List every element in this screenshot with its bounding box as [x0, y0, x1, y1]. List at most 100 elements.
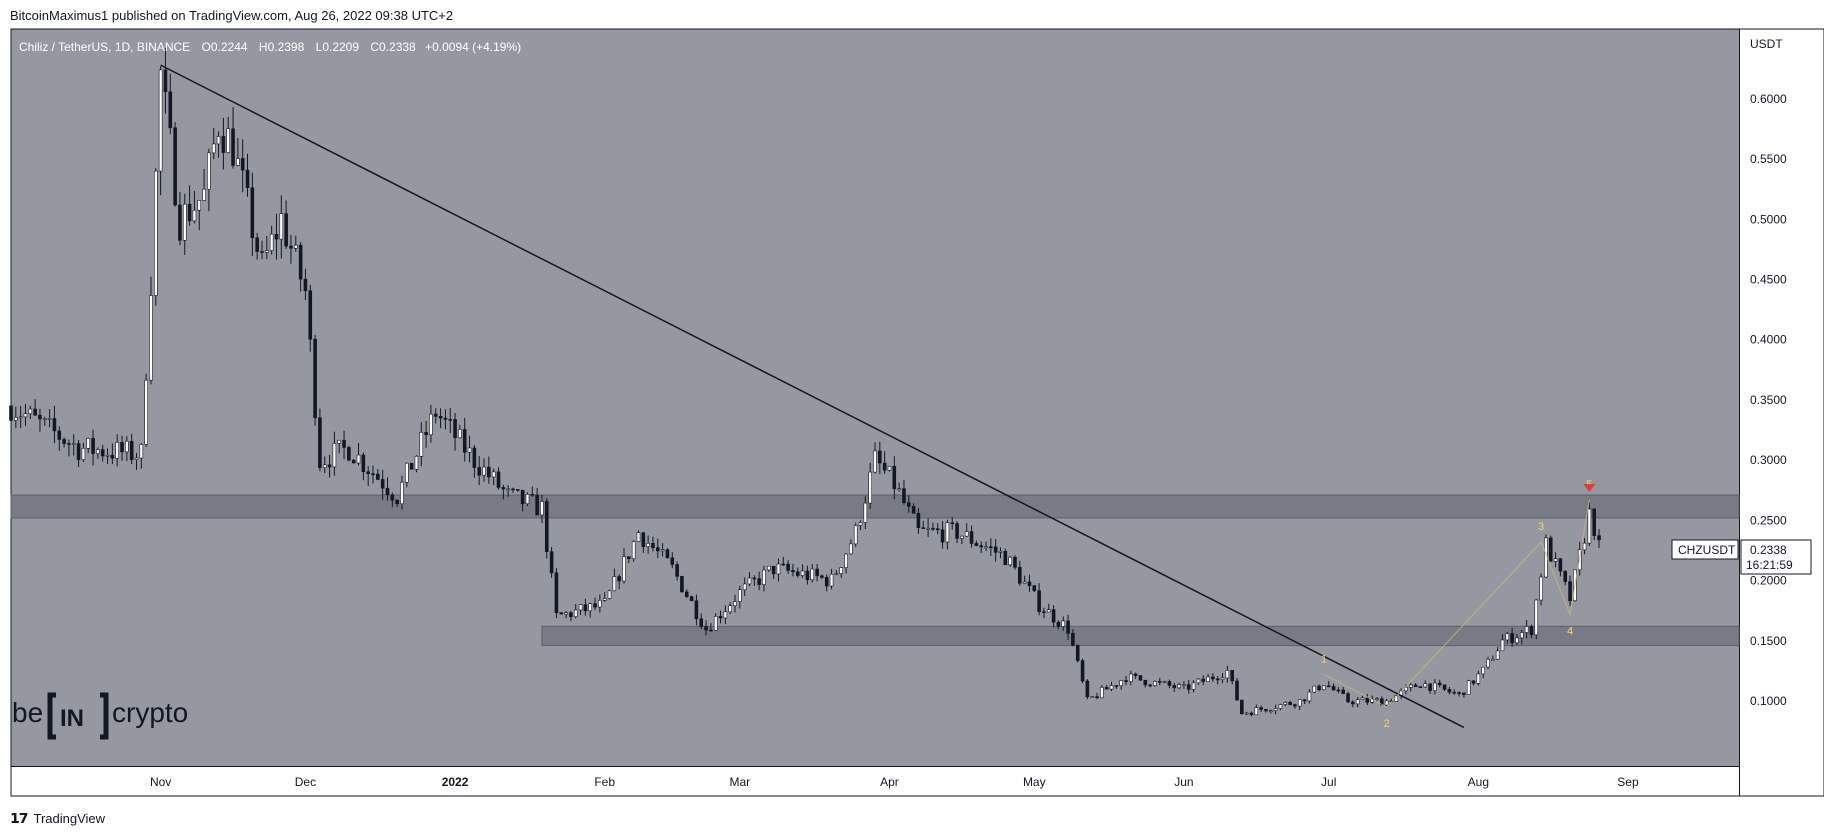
candle-body [361, 454, 366, 473]
candle-body [742, 583, 747, 591]
descending-trendline[interactable] [160, 64, 1465, 729]
candle-body [858, 522, 863, 526]
candle-body [1515, 637, 1519, 644]
candle-body [202, 188, 206, 201]
candle-body [1495, 650, 1500, 660]
candle-body [1418, 686, 1423, 688]
candle-body [385, 487, 390, 496]
x-tick-label: Jul [1321, 775, 1336, 789]
candle-body [1317, 685, 1321, 690]
candle-body [660, 549, 665, 552]
candle-body [1138, 675, 1143, 681]
candle-body [810, 568, 815, 581]
candle-body [33, 408, 37, 416]
candle-body [501, 487, 506, 490]
candle-body [1360, 697, 1365, 701]
price-tag-box [1740, 539, 1812, 575]
candle-body [1008, 556, 1012, 566]
candle-body [1225, 670, 1230, 679]
candle-body [612, 576, 617, 592]
candle-body [1408, 684, 1413, 688]
x-axis-strip [11, 766, 1739, 796]
candle-body [868, 471, 872, 504]
candle-body [269, 233, 274, 251]
plot-area[interactable]: 12345 [9, 28, 1824, 797]
legend-l-label: L [316, 40, 323, 54]
x-axis[interactable]: Nov Dec 2022 Feb Mar Apr May Jun Jul Aug Sep [150, 775, 1639, 789]
candle-body [462, 429, 467, 453]
candle-body [86, 438, 91, 449]
candle-body [887, 465, 892, 471]
candle-body [1273, 708, 1278, 711]
candle-body [1457, 692, 1461, 694]
candle-body [178, 204, 182, 241]
candle-body [752, 577, 757, 580]
candle-body [1346, 693, 1350, 703]
candle-body [260, 251, 264, 253]
candle-body [1384, 700, 1389, 706]
tradingview-brand[interactable]: 𝟭𝟳 TradingView [10, 810, 105, 827]
candle-body [641, 532, 646, 547]
candle-body [993, 546, 998, 553]
wave-count-path[interactable] [1323, 499, 1590, 708]
candle-body [1100, 687, 1104, 699]
candle-body [1558, 558, 1563, 572]
candle-body [1018, 566, 1022, 584]
x-tick-label: Nov [150, 775, 171, 789]
candle-body [1240, 699, 1244, 714]
candle-body [96, 449, 100, 454]
candle-body [71, 443, 76, 445]
wave-label-3: 3 [1538, 521, 1544, 533]
candle-body [699, 618, 704, 627]
candle-body [878, 450, 882, 464]
x-tick-label: Mar [730, 775, 751, 789]
candle-body [1302, 699, 1307, 702]
candle-body [1351, 701, 1355, 705]
watermark-right: crypto [112, 697, 188, 728]
candle-body [1148, 684, 1152, 687]
candle-body [1244, 712, 1249, 715]
candle-body [1191, 682, 1196, 690]
candle-body [125, 441, 129, 453]
candle-body [395, 499, 399, 505]
candle-body [1269, 710, 1273, 712]
candle-body [1143, 679, 1148, 686]
candle-body [960, 535, 964, 539]
x-tick-label: Dec [295, 775, 316, 789]
candle-body [820, 575, 824, 578]
candle-body [487, 466, 491, 478]
candle-body [105, 454, 110, 457]
candle-body [805, 570, 810, 581]
candle-body [1534, 599, 1539, 636]
tv-logo-icon: 𝟭𝟳 [10, 810, 29, 826]
candle-body [1447, 689, 1452, 693]
candle-body [400, 481, 404, 505]
candle-body [1201, 678, 1206, 682]
candle-body [23, 413, 28, 418]
candle-body [1066, 620, 1070, 634]
candle-body [1491, 658, 1495, 661]
candle-body [168, 91, 173, 129]
candle-body [1027, 581, 1032, 586]
candle-body [250, 187, 255, 239]
candle-body [1003, 550, 1008, 566]
candle-body [602, 598, 607, 601]
candle-body [293, 244, 298, 249]
candle-body [1486, 658, 1490, 668]
x-tick-label: 2022 [442, 775, 469, 789]
candle-body [1119, 680, 1123, 687]
y-tick-label: 0.5500 [1750, 152, 1787, 166]
candle-body [173, 127, 177, 206]
candle-body [438, 416, 443, 419]
y-axis[interactable]: 0.1000 0.1500 0.2000 0.2500 0.3000 0.3500 0.40… [1750, 92, 1787, 708]
candle-body [1481, 666, 1485, 675]
candle-body [670, 557, 675, 565]
candle-body [771, 565, 776, 575]
candle-body [1167, 681, 1172, 686]
candle-body [139, 444, 144, 459]
candle-body [1162, 681, 1167, 683]
candle-body [569, 612, 573, 617]
y-axis-unit: USDT [1750, 37, 1783, 51]
price-tag[interactable]: CHZUSDT 0.2338 16:21:59 [1671, 539, 1812, 575]
